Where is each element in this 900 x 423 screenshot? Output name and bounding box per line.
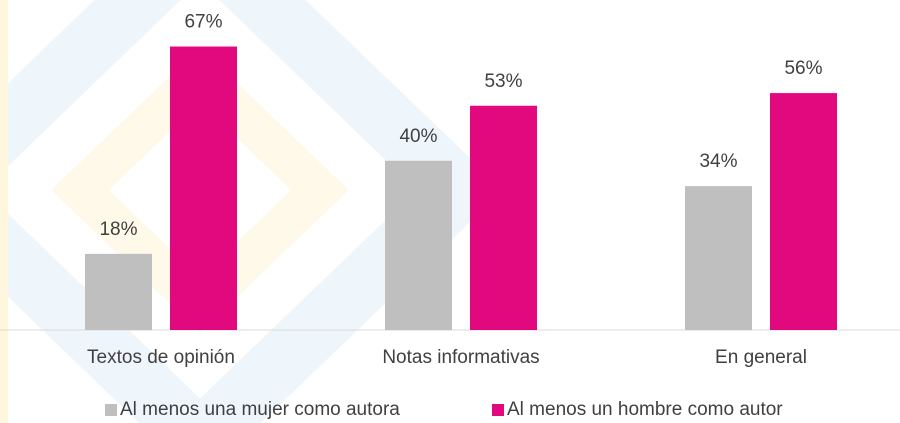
data-label: 67% xyxy=(184,12,222,33)
legend-label: Al menos una mujer como autora xyxy=(120,399,400,420)
data-label: 56% xyxy=(784,58,822,79)
bar xyxy=(85,253,152,330)
bar xyxy=(470,105,537,331)
legend-swatch xyxy=(492,404,504,416)
legend-label: Al menos un hombre como autor xyxy=(507,399,783,420)
background-decoration xyxy=(0,0,504,423)
data-label: 40% xyxy=(399,126,437,147)
legend-swatch xyxy=(105,404,117,416)
data-label: 53% xyxy=(484,71,522,92)
bar xyxy=(170,46,237,331)
bar xyxy=(385,160,452,330)
bar xyxy=(770,93,837,330)
bar xyxy=(685,186,752,330)
data-label: 34% xyxy=(699,151,737,172)
x-tick-label: Textos de opinión xyxy=(87,347,235,368)
x-tick-label: En general xyxy=(715,347,807,368)
data-label: 18% xyxy=(99,219,137,240)
x-tick-label: Notas informativas xyxy=(382,347,539,368)
